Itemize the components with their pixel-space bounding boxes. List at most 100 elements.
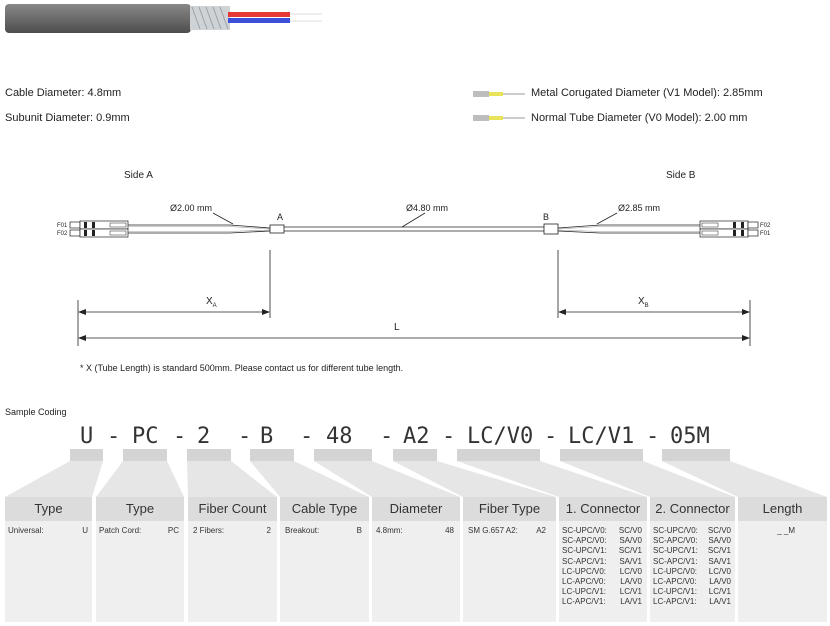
column-header-type-patch: Type: [96, 497, 184, 521]
code-option-row: LC-UPC/V0: LC/V0: [653, 567, 731, 577]
code-option-row: LC-APC/V1: LA/V1: [562, 597, 642, 607]
side-a-label: Side A: [124, 170, 153, 181]
subunit-diameter-spec: Subunit Diameter: 0.9mm: [5, 112, 130, 124]
column-header-fiber-count: Fiber Count: [188, 497, 277, 521]
column-header-type-universal: Type: [5, 497, 92, 521]
code-segment: A2: [403, 424, 430, 449]
code-separator: -: [238, 424, 252, 449]
code-option-value: LA/V1: [709, 597, 731, 607]
right-connectors: [699, 220, 759, 238]
code-option-label: LC-UPC/V1:: [653, 587, 698, 597]
cable-diameter-spec: Cable Diameter: 4.8mm: [5, 87, 122, 99]
column-header-connector-1: 1. Connector: [559, 497, 647, 521]
code-bar: [457, 449, 540, 461]
length-label: L: [394, 322, 400, 333]
code-option-value: LC/V1: [619, 587, 642, 597]
code-option-value: PC: [167, 526, 179, 535]
f01-left: F01: [57, 223, 68, 229]
code-option-value: LC/V1: [708, 587, 731, 597]
fiber-red: [228, 12, 290, 17]
code-option-label: LC-UPC/V0:: [653, 566, 698, 576]
fiber-blue: [228, 18, 290, 23]
code-separator: -: [173, 424, 187, 449]
column-header-length: Length: [738, 497, 827, 521]
code-option-label: SC-UPC/V0:: [562, 526, 607, 535]
code-separator: -: [442, 424, 456, 449]
code-option-label: LC-APC/V0:: [562, 577, 606, 586]
code-option-label: Breakout:: [285, 526, 320, 535]
column-body: [650, 521, 735, 622]
code-option-label: Universal:: [8, 526, 44, 535]
code-option-label: SC-UPC/V0:: [653, 526, 698, 535]
point-b-label: B: [543, 212, 549, 222]
code-option-label: SC-UPC/V1:: [562, 546, 607, 556]
code-option-value: 2: [266, 526, 271, 535]
code-option-row: Patch Cord: PC: [99, 526, 179, 536]
code-option-value: A2: [536, 526, 546, 535]
code-option-row: 4.8mm: 48: [376, 526, 454, 536]
code-option-label: SC-APC/V1:: [562, 556, 607, 566]
code-option-value: 48: [445, 526, 454, 535]
code-separator: -: [646, 424, 660, 449]
column-body: [280, 521, 369, 622]
side-b-label: Side B: [666, 170, 696, 181]
code-separator: -: [380, 424, 394, 449]
column-body: [738, 521, 827, 622]
cable-drawing: Side A Side B Ø2.00 mm Ø4.80 mm Ø2.85 mm…: [57, 170, 771, 346]
f02-right: F02: [760, 223, 771, 229]
code-segment: U: [80, 424, 94, 449]
code-option-value: SC/V0: [618, 526, 642, 535]
tube-length-note: * X (Tube Length) is standard 500mm. Ple…: [80, 363, 404, 373]
code-segment: PC: [132, 424, 159, 449]
code-option-value: B: [356, 526, 362, 535]
code-option-label: 2 Fibers:: [193, 526, 225, 535]
code-option-value: SA/V1: [708, 556, 731, 566]
xa-label: XA: [206, 296, 217, 309]
code-separator: -: [544, 424, 558, 449]
code-option-label: LC-UPC/V1:: [562, 587, 607, 597]
code-option-value: U: [82, 526, 88, 535]
code-option-value: LC/V0: [708, 566, 731, 576]
f01-right: F01: [760, 231, 771, 237]
code-option-row: SC-APC/V0: SA/V0: [653, 536, 731, 546]
sample-coding-title: Sample Coding: [5, 407, 67, 417]
code-option-row: LC-UPC/V0: LC/V0: [562, 567, 642, 577]
cable-jacket: [5, 4, 191, 33]
code-option-row: LC-APC/V1: LA/V1: [653, 597, 731, 607]
code-option-label: 4.8mm:: [376, 526, 403, 535]
code-option-row: SC-UPC/V1: SC/V1: [653, 546, 731, 556]
code-option-label: SC-APC/V0:: [562, 536, 607, 546]
code-option-label: SC-APC/V0:: [653, 536, 698, 546]
code-option-label: Patch Cord:: [99, 526, 142, 535]
normal-tube-spec: Normal Tube Diameter (V0 Model): 2.00 mm: [531, 112, 748, 124]
code-option-label: LC-APC/V1:: [562, 597, 606, 607]
column-header-connector-2: 2. Connector: [650, 497, 735, 521]
code-bar: [70, 449, 103, 461]
dia-mid-label: Ø4.80 mm: [406, 203, 448, 213]
code-segment: LC/V0: [467, 424, 534, 449]
column-header-cable-type: Cable Type: [280, 497, 369, 521]
code-segment: 2: [197, 424, 211, 449]
code-bar: [250, 449, 294, 461]
code-separator: -: [107, 424, 121, 449]
dia-b-label: Ø2.85 mm: [618, 203, 660, 213]
code-option-value: SA/V0: [708, 536, 731, 546]
column-body: [188, 521, 277, 622]
code-segment: 05M: [670, 424, 710, 449]
code-option-row: SM G.657 A2: A2: [468, 526, 546, 536]
dia-a-label: Ø2.00 mm: [170, 203, 212, 213]
code-option-label: LC-APC/V0:: [653, 577, 697, 586]
code-option-row: SC-UPC/V0: SC/V0: [562, 526, 642, 536]
code-option-value: LA/V1: [620, 597, 642, 607]
code-bar: [560, 449, 643, 461]
column-body: [463, 521, 556, 622]
code-option-value: SC/V0: [707, 526, 731, 535]
code-option-value: SA/V0: [619, 536, 642, 546]
code-option-row: SC-APC/V1: SA/V1: [653, 557, 731, 567]
f02-left: F02: [57, 231, 68, 237]
code-bar: [662, 449, 730, 461]
code-option-value: SA/V1: [619, 556, 642, 566]
metal-corrugated-spec: Metal Corugated Diameter (V1 Model): 2.8…: [531, 87, 763, 99]
code-bar: [123, 449, 167, 461]
code-bar: [314, 449, 372, 461]
